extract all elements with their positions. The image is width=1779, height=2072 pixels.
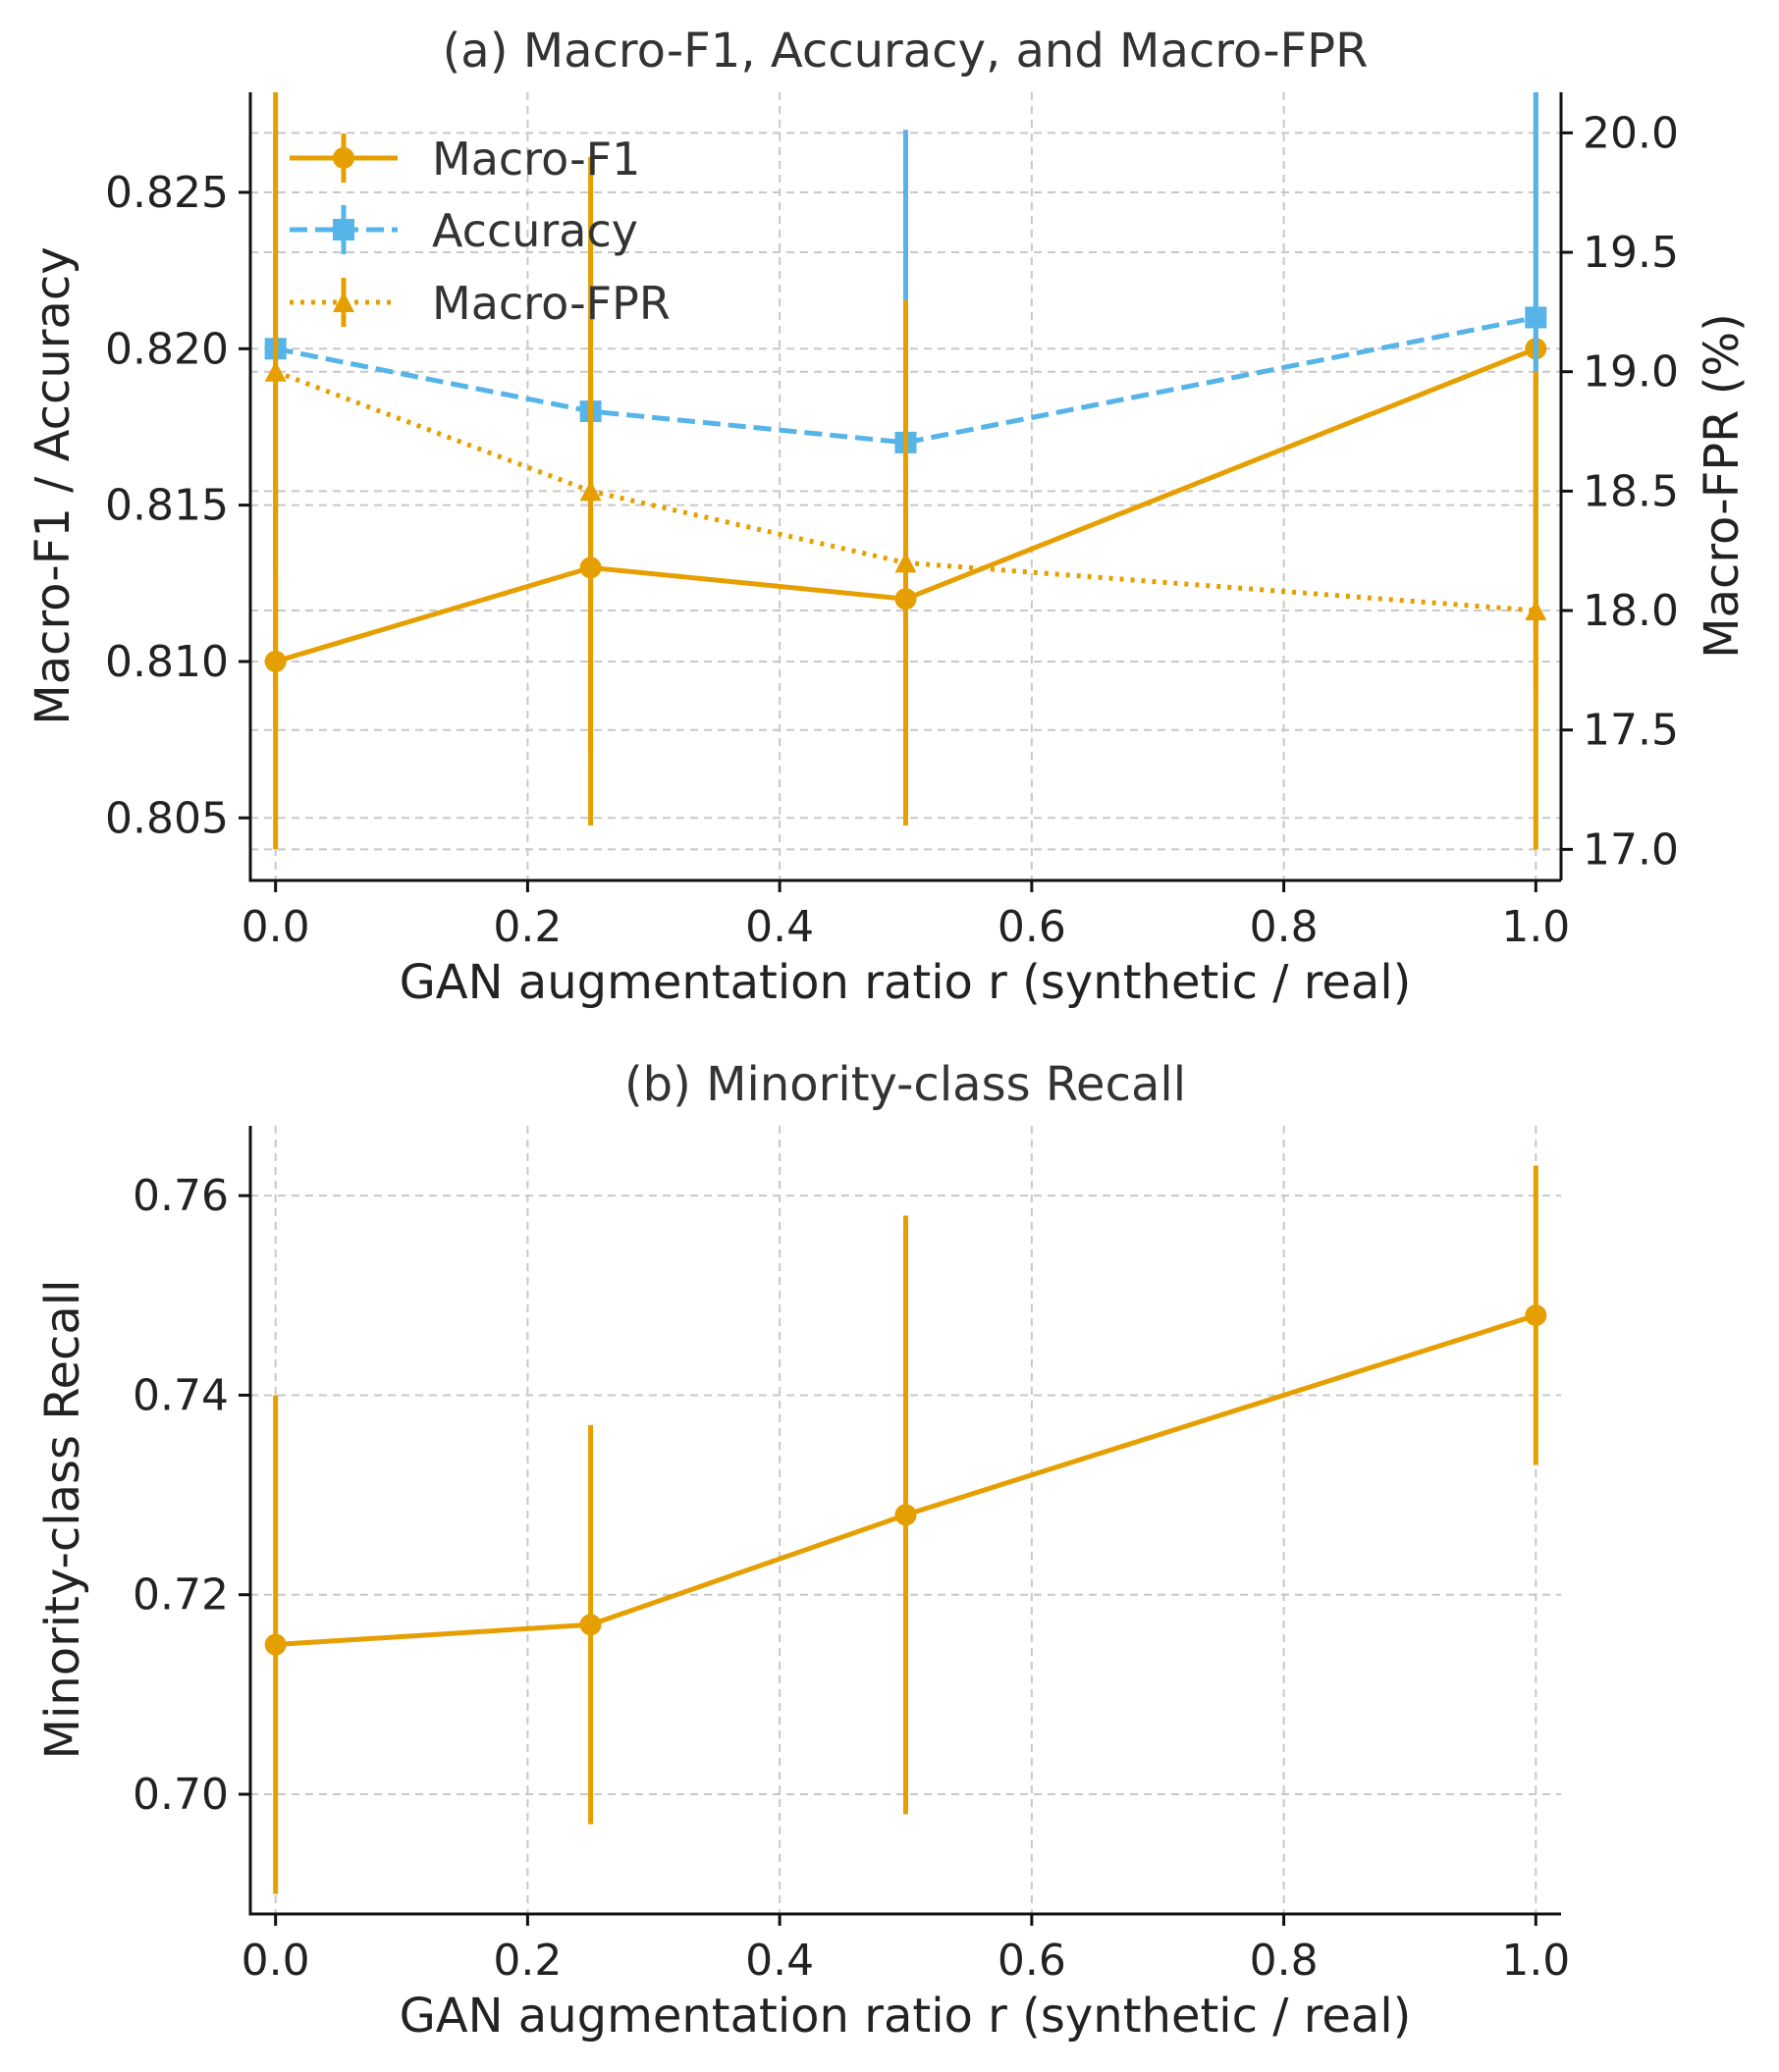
x-tick-label: 0.4 — [745, 902, 814, 952]
legend-entry-macro-f1: Macro-F1 — [290, 133, 640, 186]
legend-marker-triangle-icon — [333, 292, 354, 312]
panel-b-title: (b) Minority-class Recall — [624, 1057, 1186, 1112]
panel-a-series — [264, 92, 1547, 850]
panel-b-axes — [248, 1126, 1561, 1916]
panel-a-left-bottom-spine — [248, 92, 1561, 882]
legend-marker-square-icon — [333, 219, 354, 240]
y-tick-label: 0.805 — [105, 793, 229, 843]
panel-b-ylabel: Minority-class Recall — [35, 1280, 90, 1760]
panel-a-ylabel: Macro-F1 / Accuracy — [26, 246, 81, 724]
legend-entry-accuracy: Accuracy — [290, 204, 638, 257]
panel-a-yticks: 0.805 0.810 0.815 0.820 0.825 — [105, 168, 250, 843]
panel-a: (a) Macro-F1, Accuracy, and Macro-FPR 0.… — [26, 24, 1750, 1010]
panel-a-yticks-right: 17.0 17.5 18.0 18.5 19.0 19.5 20.0 — [1561, 108, 1679, 875]
x-tick-label: 0.8 — [1250, 1936, 1319, 1986]
x-tick-label: 0.2 — [493, 902, 562, 952]
legend-label-macro-f1: Macro-F1 — [432, 133, 640, 186]
x-tick-label: 0.6 — [997, 1936, 1066, 1986]
panel-b-yticks: 0.70 0.72 0.74 0.76 — [133, 1171, 250, 1820]
x-tick-label: 0.4 — [745, 1936, 814, 1986]
y-tick-label: 0.76 — [133, 1171, 229, 1221]
panel-b-series — [264, 1165, 1547, 1894]
data-point-triangle — [264, 360, 287, 382]
legend-label-accuracy: Accuracy — [432, 204, 638, 257]
panel-b-xticks: 0.0 0.2 0.4 0.6 0.8 1.0 — [242, 1914, 1570, 1986]
y-tick-label: 0.820 — [105, 324, 229, 374]
y-right-tick-label: 20.0 — [1583, 108, 1679, 158]
y-right-tick-label: 19.5 — [1583, 228, 1679, 278]
y-tick-label: 0.74 — [133, 1370, 229, 1420]
y-right-tick-label: 19.0 — [1583, 347, 1679, 398]
legend-entry-macro-fpr: Macro-FPR — [290, 277, 671, 330]
panel-a-title: (a) Macro-F1, Accuracy, and Macro-FPR — [443, 24, 1369, 79]
data-point-circle — [264, 1633, 287, 1656]
data-point-square — [1525, 306, 1547, 329]
data-point-circle — [1525, 1304, 1547, 1327]
series-line — [274, 345, 1537, 664]
y-tick-label: 0.70 — [133, 1770, 229, 1820]
legend-label-macro-fpr: Macro-FPR — [432, 277, 671, 330]
series-minority-class-recall — [264, 1165, 1547, 1894]
series-line — [274, 369, 1536, 613]
y-tick-label: 0.815 — [105, 481, 229, 531]
y-right-tick-label: 17.5 — [1583, 706, 1679, 756]
panel-a-xticks: 0.0 0.2 0.4 0.6 0.8 1.0 — [242, 880, 1570, 952]
series-macro-fpr — [264, 92, 1547, 850]
data-point-circle — [894, 1504, 917, 1526]
panel-b: (b) Minority-class Recall 0.0 0.2 0.4 0.6 0.… — [35, 1057, 1570, 2044]
y-right-tick-label: 18.0 — [1583, 586, 1679, 636]
x-tick-label: 0.2 — [493, 1936, 562, 1986]
panel-a-grid — [250, 92, 1561, 880]
y-right-tick-label: 17.0 — [1583, 824, 1679, 875]
panel-b-left-bottom-spine — [248, 1126, 1561, 1916]
y-tick-label: 0.810 — [105, 637, 229, 687]
y-right-tick-label: 18.5 — [1583, 466, 1679, 516]
x-tick-label: 0.8 — [1250, 902, 1319, 952]
data-point-triangle — [894, 552, 917, 573]
y-tick-label: 0.72 — [133, 1570, 229, 1620]
x-tick-label: 0.6 — [997, 902, 1066, 952]
panel-a-ylabel-right: Macro-FPR (%) — [1695, 313, 1750, 659]
x-tick-label: 1.0 — [1501, 902, 1570, 952]
y-tick-label: 0.825 — [105, 168, 229, 218]
legend-marker-circle-icon — [333, 147, 354, 169]
panel-a-xlabel: GAN augmentation ratio r (synthetic / re… — [400, 955, 1412, 1010]
data-point-triangle — [1525, 600, 1547, 621]
x-tick-label: 1.0 — [1501, 1936, 1570, 1986]
panel-b-xlabel: GAN augmentation ratio r (synthetic / re… — [400, 1989, 1412, 2044]
x-tick-label: 0.0 — [242, 1936, 310, 1986]
data-point-triangle — [579, 480, 602, 502]
data-point-circle — [579, 1614, 602, 1636]
panel-a-legend: Macro-F1 Accuracy Macro-FPR — [290, 133, 671, 330]
x-tick-label: 0.0 — [242, 902, 310, 952]
series-line — [275, 1312, 1537, 1648]
panel-a-axes — [248, 92, 1563, 882]
series-line — [275, 314, 1536, 446]
